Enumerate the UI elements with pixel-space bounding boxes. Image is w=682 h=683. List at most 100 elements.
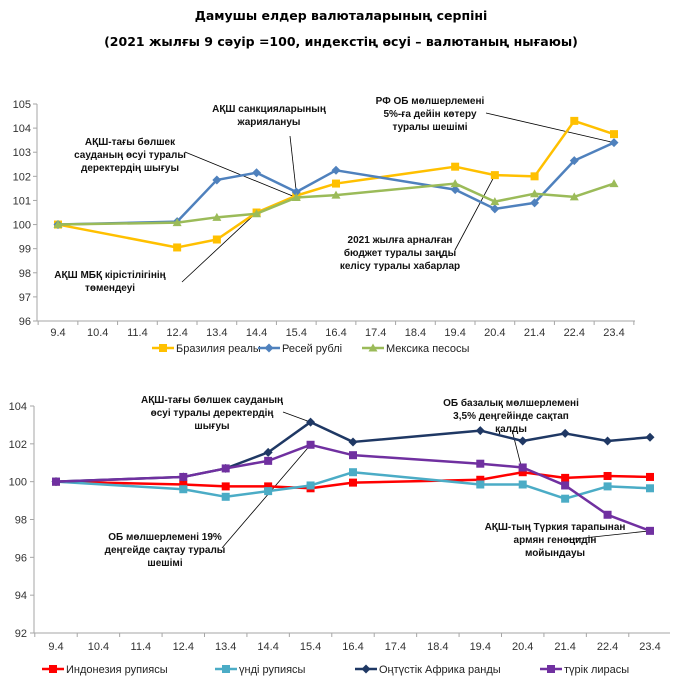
bottom-annotation-text: армян геноцидін	[514, 535, 597, 546]
top-data-point	[53, 220, 63, 229]
bottom-legend-label: үнді рупиясы	[239, 664, 306, 676]
top-annotation-text: АҚШ санкцияларының	[212, 104, 326, 115]
top-y-tick-label: 102	[13, 171, 31, 183]
top-annotation-text: 5%-ға дейін көтеру	[383, 109, 476, 120]
bottom-data-point	[560, 428, 570, 438]
top-x-tick-label: 12.4	[166, 327, 187, 339]
bottom-annotation-leader-line	[282, 411, 311, 423]
top-series-2	[53, 179, 619, 229]
top-annotation-text: АҚШ МБҚ кірістілігінің	[54, 270, 165, 281]
top-x-tick-label: 21.4	[524, 327, 545, 339]
top-x-tick-label: 18.4	[405, 327, 426, 339]
top-data-point	[530, 172, 539, 181]
bottom-x-tick-label: 13.4	[215, 641, 236, 653]
bottom-legend-label: Индонезия рупиясы	[66, 664, 168, 676]
top-legend-label: Бразилия реалы	[176, 343, 261, 355]
top-y-tick-label: 100	[13, 220, 31, 232]
bottom-data-point	[646, 472, 654, 481]
top-x-tick-label: 13.4	[206, 327, 227, 339]
top-legend-marker	[368, 343, 378, 352]
top-data-point	[173, 243, 182, 252]
bottom-data-point	[349, 451, 357, 460]
bottom-data-point	[179, 472, 188, 481]
bottom-y-tick-label: 96	[15, 552, 27, 564]
bottom-annotation-text: АҚШ-тағы бөлшек сауданың	[141, 394, 283, 406]
bottom-data-point	[306, 440, 315, 449]
top-data-point	[252, 209, 262, 218]
bottom-data-point	[264, 487, 273, 496]
bottom-x-tick-label: 14.4	[257, 641, 278, 653]
bottom-annotation-text: шығуы	[194, 421, 229, 432]
top-annotation-text: бюджет туралы заңды	[344, 247, 456, 259]
bottom-annotation-leader-line	[564, 530, 651, 541]
top-data-point	[212, 175, 222, 185]
top-annotation-leader-line	[181, 212, 257, 283]
bottom-x-tick-label: 11.4	[131, 641, 152, 653]
top-legend-label: Мексика песосы	[386, 343, 470, 355]
top-annotation-text: жариялануы	[237, 117, 301, 128]
top-legend-label: Ресей рублі	[282, 343, 342, 355]
top-data-point	[490, 197, 500, 206]
top-annotation-text: АҚШ-тағы бөлшек	[85, 136, 176, 148]
bottom-legend-item: Оңтүстік Африка ранды	[355, 664, 501, 676]
top-data-point	[291, 187, 301, 197]
top-y-tick-label: 96	[19, 316, 31, 328]
bottom-legend-marker	[361, 664, 371, 674]
top-y-tick-label: 99	[19, 244, 31, 256]
bottom-data-point	[476, 480, 485, 489]
top-legend-item: Ресей рублі	[258, 343, 342, 355]
bottom-data-point	[561, 481, 570, 490]
top-legend-marker	[159, 344, 167, 352]
top-data-point	[252, 168, 262, 178]
top-data-point	[331, 190, 341, 199]
bottom-data-point	[264, 456, 273, 465]
top-chart: 96 97 98 99 100 101 102 103 104 105 9.4 10.4 11.4 12.…	[13, 96, 635, 355]
bottom-data-point	[348, 437, 358, 447]
bottom-data-point	[603, 510, 612, 519]
top-annotation-leader-line	[454, 174, 496, 251]
top-annotation-text: келісу туралы хабарлар	[340, 260, 460, 272]
chart-title-line-1: Дамушы елдер валюталарының серпіні	[194, 8, 488, 23]
bottom-data-point	[476, 459, 485, 468]
top-data-point	[450, 179, 460, 188]
bottom-data-point	[646, 526, 654, 535]
bottom-data-point	[349, 478, 357, 487]
top-y-tick-label: 101	[13, 195, 31, 207]
bottom-x-tick-label: 15.4	[300, 641, 321, 653]
bottom-data-point	[349, 468, 357, 477]
bottom-x-tick-label: 18.4	[427, 641, 448, 653]
top-data-point	[609, 179, 619, 188]
bottom-x-tick-label: 21.4	[554, 641, 575, 653]
bottom-x-tick-label: 16.4	[342, 641, 363, 653]
top-data-point	[332, 179, 340, 188]
bottom-data-point	[52, 477, 60, 486]
bottom-annotation-text: ОБ базалық мөлшерлемені	[443, 397, 579, 409]
bottom-data-point	[263, 447, 273, 457]
bottom-x-tick-label: 9.4	[48, 641, 63, 653]
top-y-tick-label: 103	[13, 147, 31, 159]
top-data-point	[331, 165, 341, 175]
bottom-data-point	[306, 417, 316, 427]
top-legend-item: Мексика песосы	[362, 343, 470, 355]
bottom-data-point	[561, 494, 570, 503]
bottom-x-tick-label: 12.4	[173, 641, 194, 653]
top-data-point	[490, 171, 499, 180]
top-y-tick-label: 97	[19, 292, 31, 304]
top-data-point	[291, 193, 301, 202]
top-annotation-text: деректердің шығуы	[81, 163, 179, 174]
bottom-annotation-text: қалды	[495, 424, 527, 435]
bottom-data-point	[179, 485, 188, 494]
bottom-legend-label: Оңтүстік Африка ранды	[379, 664, 501, 676]
top-annotation-text: 2021 жылға арналған	[348, 235, 453, 246]
top-data-point	[212, 212, 222, 221]
bottom-annotation-text: мойындауы	[525, 548, 585, 559]
bottom-annotation-text: шешімі	[147, 558, 182, 569]
bottom-data-point	[221, 492, 230, 501]
top-annotation-leader-line	[485, 112, 615, 143]
top-legend-marker	[264, 343, 274, 353]
bottom-x-tick-label: 19.4	[470, 641, 491, 653]
top-x-tick-label: 17.4	[365, 327, 386, 339]
bottom-data-point	[518, 436, 528, 446]
top-data-point	[570, 116, 579, 125]
bottom-data-point	[221, 464, 230, 473]
